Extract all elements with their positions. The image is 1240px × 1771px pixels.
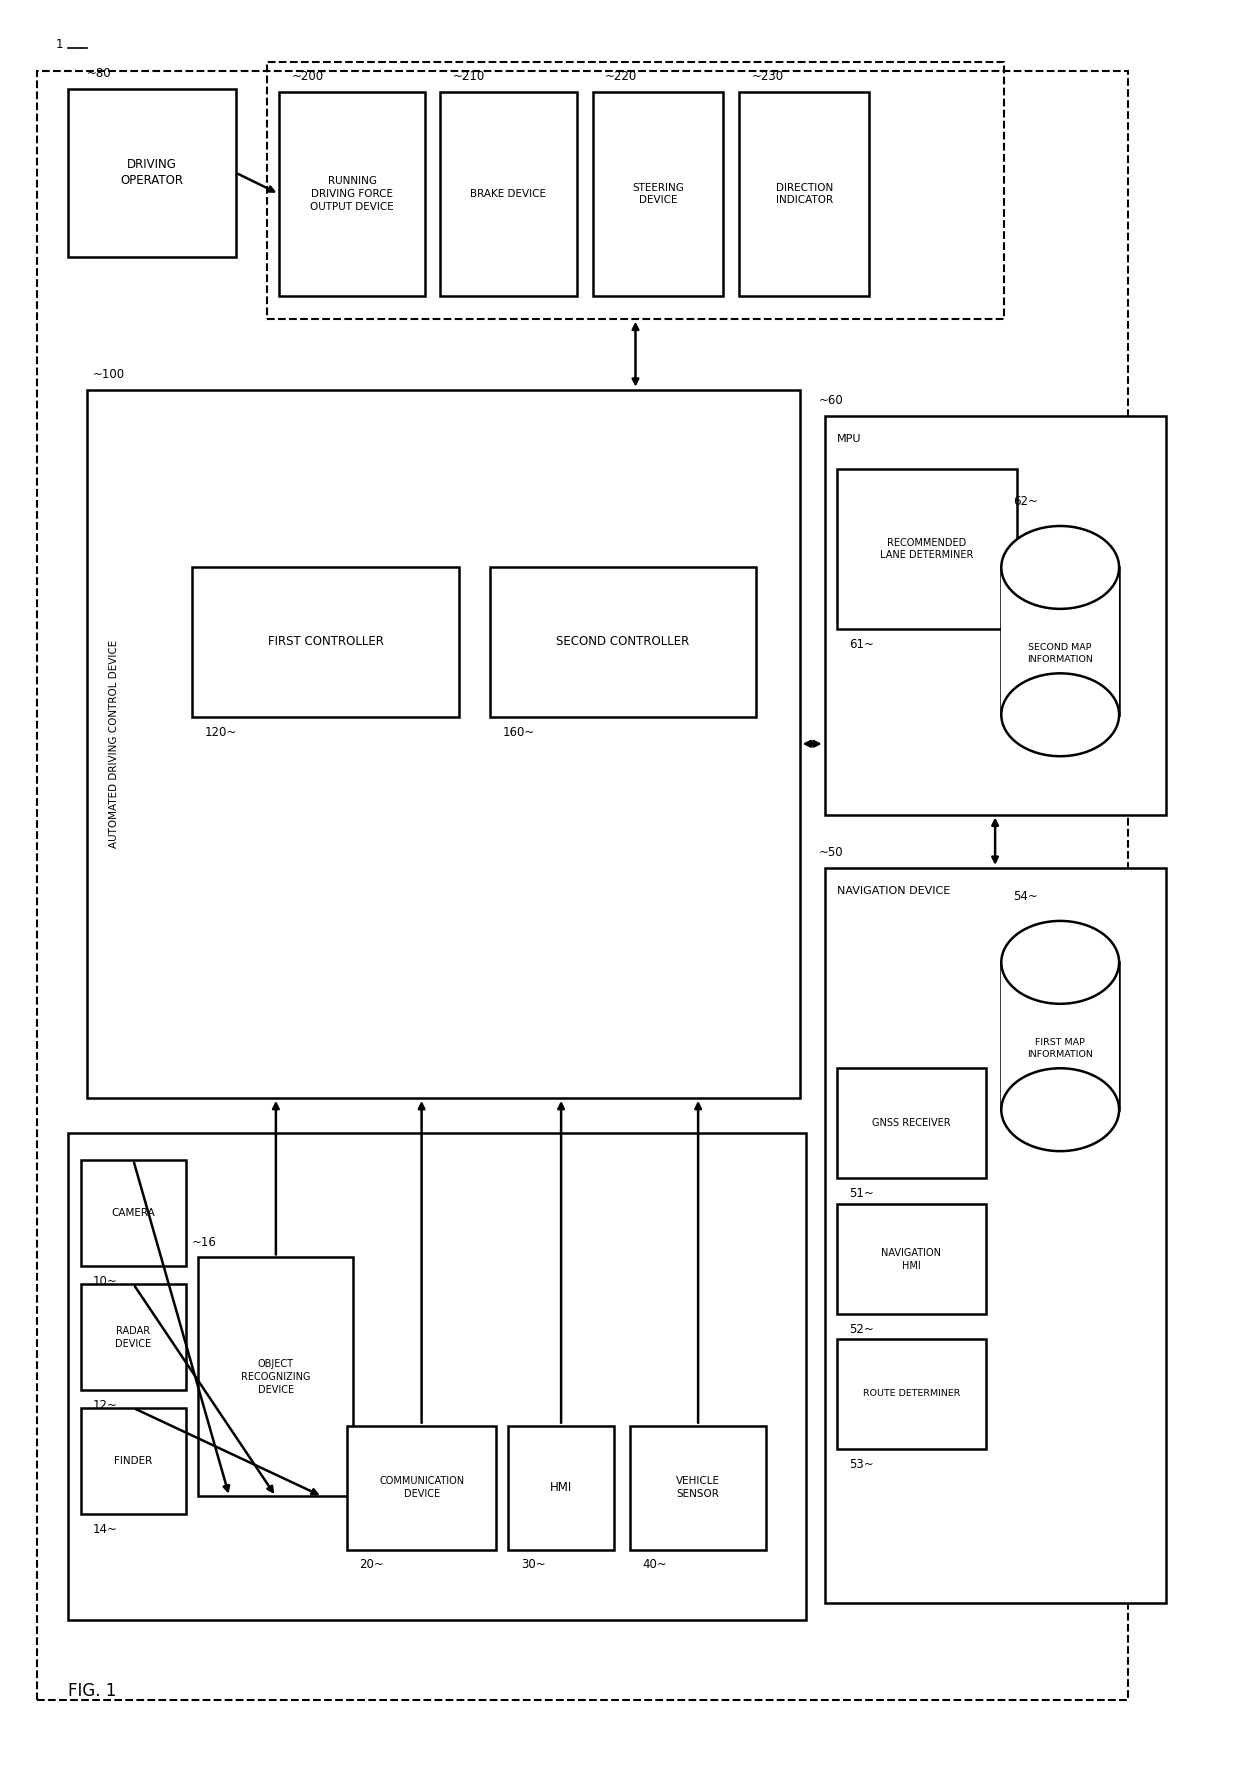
Bar [837,1339,986,1449]
Text: SECOND MAP
INFORMATION: SECOND MAP INFORMATION [1027,643,1094,664]
Text: ~16: ~16 [192,1236,217,1249]
Text: 120~: 120~ [205,726,237,739]
Bar [837,1204,986,1314]
Text: ~220: ~220 [605,71,637,83]
Text: 20~: 20~ [360,1558,384,1571]
Bar [192,567,459,717]
Text: ~50: ~50 [818,847,843,859]
Bar [87,390,800,1098]
Text: 12~: 12~ [93,1399,118,1411]
Text: 30~: 30~ [521,1558,546,1571]
Bar [68,1133,806,1620]
Text: 40~: 40~ [642,1558,667,1571]
Bar [68,89,236,257]
Ellipse shape [1002,526,1120,609]
Bar [198,1257,353,1496]
Text: RUNNING
DRIVING FORCE
OUTPUT DEVICE: RUNNING DRIVING FORCE OUTPUT DEVICE [310,175,394,213]
Bar [837,1068,986,1178]
Text: 61~: 61~ [849,638,874,650]
Text: ~100: ~100 [93,368,125,381]
Text: GNSS RECEIVER: GNSS RECEIVER [872,1118,951,1128]
Text: STEERING
DEVICE: STEERING DEVICE [632,182,683,205]
Ellipse shape [1002,673,1120,756]
Text: FIRST MAP
INFORMATION: FIRST MAP INFORMATION [1027,1038,1094,1059]
Text: 51~: 51~ [849,1187,874,1199]
Text: DIRECTION
INDICATOR: DIRECTION INDICATOR [775,182,833,205]
Text: RADAR
DEVICE: RADAR DEVICE [115,1326,151,1348]
Text: FIRST CONTROLLER: FIRST CONTROLLER [268,636,383,648]
Text: SECOND CONTROLLER: SECOND CONTROLLER [557,636,689,648]
Text: 53~: 53~ [849,1458,874,1470]
Bar [267,62,1004,319]
Text: BRAKE DEVICE: BRAKE DEVICE [470,189,547,198]
Text: 160~: 160~ [502,726,534,739]
Text: FINDER: FINDER [114,1456,153,1466]
Text: VEHICLE
SENSOR: VEHICLE SENSOR [676,1477,720,1498]
Text: COMMUNICATION
DEVICE: COMMUNICATION DEVICE [379,1477,464,1498]
Text: 54~: 54~ [1013,891,1038,903]
Bar [81,1284,186,1390]
Text: NAVIGATION
HMI: NAVIGATION HMI [882,1249,941,1270]
Text: OBJECT
RECOGNIZING
DEVICE: OBJECT RECOGNIZING DEVICE [241,1358,311,1396]
Bar [81,1160,186,1266]
Text: DRIVING
OPERATOR: DRIVING OPERATOR [120,158,184,188]
Bar [347,1426,496,1550]
Text: ROUTE DETERMINER: ROUTE DETERMINER [863,1388,960,1399]
Bar [1002,962,1118,1110]
Text: MPU: MPU [837,434,862,445]
Bar [1002,567,1118,715]
Bar [81,1408,186,1514]
Bar [825,416,1166,815]
Text: CAMERA: CAMERA [112,1208,155,1218]
Text: ~60: ~60 [818,395,843,407]
Bar [630,1426,766,1550]
Text: NAVIGATION DEVICE: NAVIGATION DEVICE [837,886,950,896]
Text: AUTOMATED DRIVING CONTROL DEVICE: AUTOMATED DRIVING CONTROL DEVICE [109,639,119,848]
Bar [490,567,756,717]
Bar [593,92,723,296]
Text: HMI: HMI [551,1481,572,1495]
Text: FIG. 1: FIG. 1 [68,1682,117,1700]
Bar [37,71,1128,1700]
Bar [508,1426,614,1550]
Text: 1: 1 [56,37,63,51]
Ellipse shape [1002,1068,1120,1151]
Text: 62~: 62~ [1013,496,1038,508]
Bar [837,469,1017,629]
Bar [279,92,425,296]
Text: ~210: ~210 [453,71,485,83]
Text: RECOMMENDED
LANE DETERMINER: RECOMMENDED LANE DETERMINER [880,538,973,560]
Text: ~200: ~200 [291,71,324,83]
Text: 10~: 10~ [93,1275,118,1288]
Text: ~80: ~80 [87,67,112,80]
Text: ~230: ~230 [751,71,784,83]
Bar [739,92,869,296]
Ellipse shape [1002,921,1120,1004]
Bar [440,92,577,296]
Text: 14~: 14~ [93,1523,118,1535]
Bar [825,868,1166,1603]
Text: 52~: 52~ [849,1323,874,1335]
